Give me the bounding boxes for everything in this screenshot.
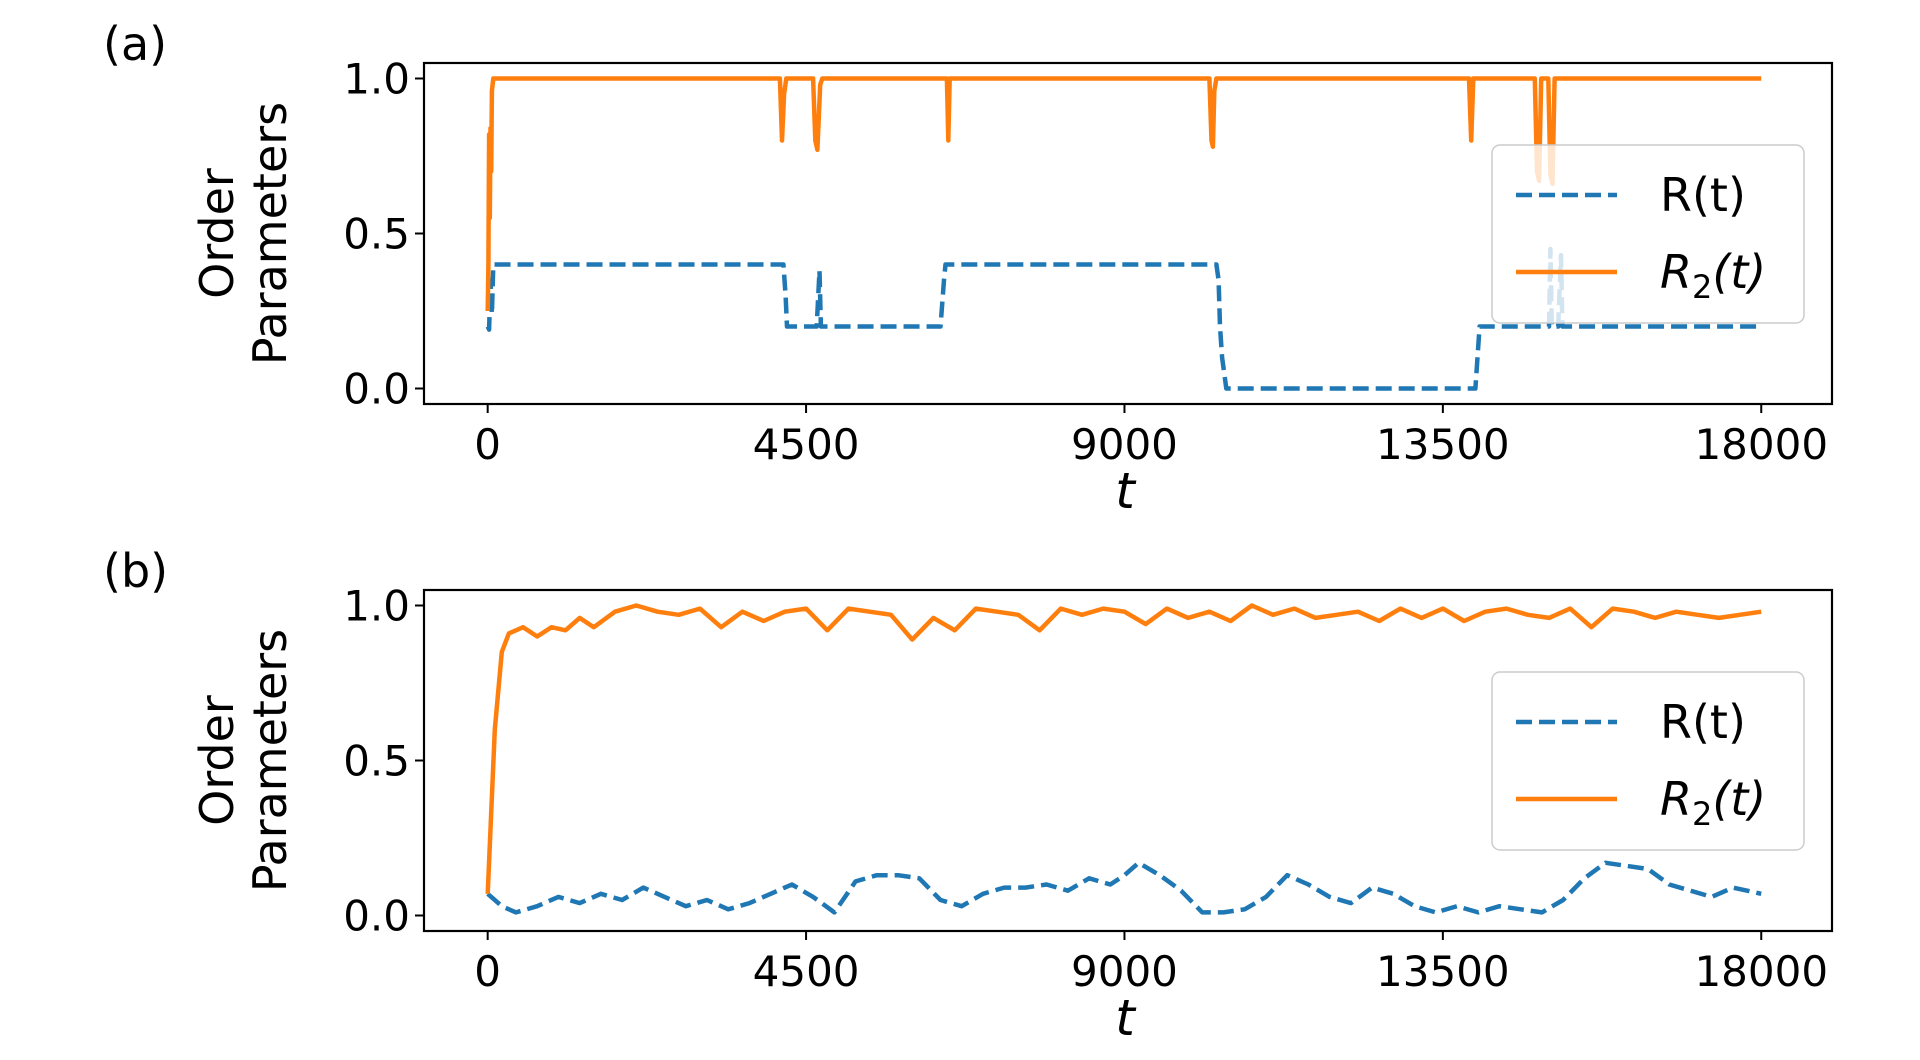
panel-label: (b) [103, 544, 168, 598]
y-tick-label: 0.0 [343, 365, 410, 414]
panel-label: (a) [103, 17, 167, 71]
y-axis-label-line: Parameters [243, 629, 297, 892]
x-axis-label: t [1115, 989, 1137, 1047]
legend-label-R: R(t) [1660, 168, 1746, 222]
legend-label-R2: R2(t) [1660, 245, 1766, 306]
y-axis-label: OrderParameters [190, 629, 297, 892]
legend-label-R2: R2(t) [1660, 772, 1766, 833]
x-tick-label: 13500 [1376, 420, 1510, 469]
x-tick-label: 9000 [1071, 420, 1178, 469]
y-tick-label: 0.5 [343, 737, 410, 786]
y-axis-label-line: Parameters [243, 102, 297, 365]
x-tick-label: 18000 [1694, 947, 1828, 996]
y-tick-label: 0.5 [343, 210, 410, 259]
series-line-R [486, 860, 1762, 915]
legend-box [1491, 144, 1805, 324]
y-tick-label: 1.0 [343, 582, 410, 631]
series-line-R2 [485, 603, 1762, 894]
x-axis-label: t [1115, 462, 1137, 520]
legend: R(t) R2(t) [1491, 671, 1805, 851]
legend-label-R: R(t) [1660, 695, 1746, 749]
x-tick-label: 0 [474, 947, 501, 996]
x-tick-label: 13500 [1376, 947, 1510, 996]
y-axis-label: OrderParameters [190, 102, 297, 365]
y-axis-label-line: Order [190, 168, 244, 299]
chart-panel-a: 0 4500 9000 13500 18000 0.0 0.5 1.0 (a) OrderPara… [103, 17, 1834, 520]
chart-panel-b: 0 4500 9000 13500 18000 0.0 0.5 1.0 (b) OrderPara… [103, 544, 1834, 1047]
legend: R(t) R2(t) [1491, 144, 1805, 324]
x-tick-label: 4500 [753, 947, 860, 996]
x-tick-label: 18000 [1694, 420, 1828, 469]
y-tick-label: 1.0 [343, 55, 410, 104]
x-tick-label: 4500 [753, 420, 860, 469]
x-tick-label: 9000 [1071, 947, 1178, 996]
legend-box [1491, 671, 1805, 851]
x-tick-label: 0 [474, 420, 501, 469]
y-tick-label: 0.0 [343, 892, 410, 941]
y-axis-label-line: Order [190, 695, 244, 826]
